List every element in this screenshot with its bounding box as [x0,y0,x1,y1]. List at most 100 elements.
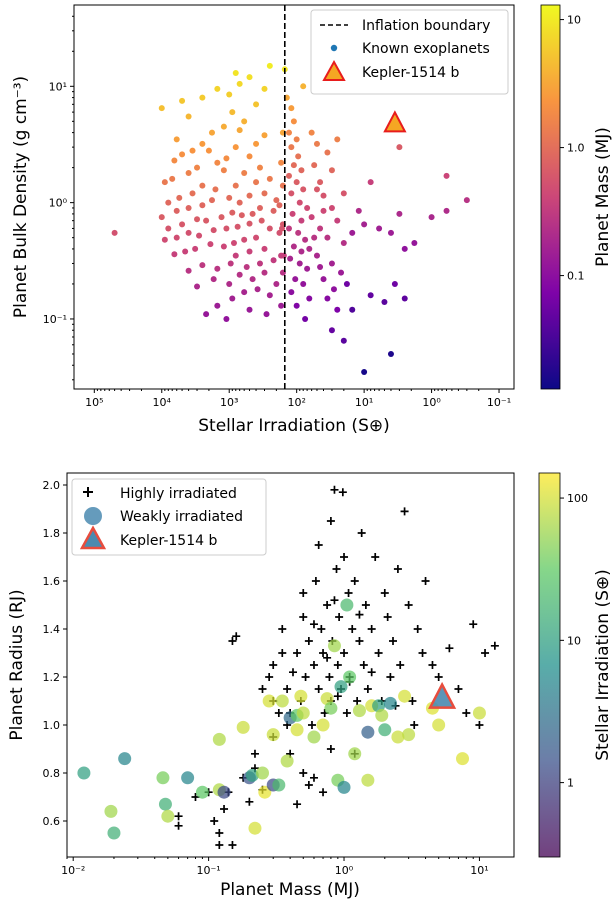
exoplanet-point [214,265,221,272]
exoplanet-point [278,302,285,309]
highly-irradiated-point [374,649,383,657]
exoplanet-point [232,182,239,189]
highly-irradiated-point [386,673,395,681]
exoplanet-point [328,167,335,174]
highly-irradiated-point [245,797,254,806]
weakly-irradiated-points [77,598,486,840]
irradiation-colorbar: 1 10 100 Stellar Irradiation (S⊕) [538,472,613,858]
exoplanet-point [185,113,192,120]
exoplanet-point [401,295,408,302]
highly-irradiated-point [323,653,332,662]
exoplanet-point [253,101,260,108]
highly-irradiated-point [353,697,362,705]
weakly-irradiated-point [334,680,348,694]
exoplanet-point [334,136,341,143]
highly-irradiated-point [357,529,366,537]
exoplanet-point [171,251,178,258]
exoplanet-point [355,207,362,214]
exoplanet-point [254,286,261,293]
highly-irradiated-point [323,601,332,609]
weakly-irradiated-point [258,785,272,799]
y-tick-label: 10⁻¹ [43,313,67,326]
weakly-irradiated-point [217,785,231,799]
exoplanet-point [246,220,253,227]
x-tick-label: 10⁰ [422,396,441,409]
exoplanet-point [261,85,268,92]
y-tick-label: 10¹ [49,80,67,93]
highly-irradiated-point [389,637,398,645]
weakly-irradiated-point [161,809,175,823]
weakly-irradiated-point [348,747,362,761]
kepler-1514b-marker [383,110,407,133]
highly-irradiated-point [304,781,313,789]
highly-irradiated-point [413,625,422,633]
exoplanet-point [288,105,295,112]
exoplanet-point [261,245,268,252]
x-tick-label: 10⁻¹ [196,864,220,877]
highly-irradiated-point [410,721,419,729]
highly-irradiated-point [340,553,349,561]
colorbar-tick-label: 1 [567,777,574,790]
highly-irradiated-point [490,641,499,650]
highly-irradiated-point [258,685,267,693]
exoplanet-point [443,172,450,179]
highly-irradiated-point [311,577,320,585]
exoplanet-point [203,311,210,318]
colorbar-gradient [538,472,561,858]
highly-irradiated-point [393,565,402,573]
exoplanet-point [238,212,245,219]
exoplanet-point [218,214,225,221]
exoplanet-point [246,192,253,199]
exoplanet-point [173,234,180,241]
exoplanet-point [185,169,192,176]
exoplanet-point [266,292,273,299]
weakly-irradiated-point [378,723,392,737]
exoplanet-point [207,241,214,248]
y-tick-label: 1.0 [43,719,61,732]
exoplanet-point [220,123,227,130]
highly-irradiated-point [344,589,353,597]
exoplanet-point [229,109,236,116]
exoplanet-point [387,350,394,357]
exoplanet-point [210,227,217,234]
highly-irradiated-point [333,692,342,701]
exoplanet-point [241,169,248,176]
exoplanet-point [304,204,311,211]
weakly-irradiated-point [432,718,446,732]
y-tick-label: 2.0 [43,479,61,492]
weakly-irradiated-point [248,821,262,835]
exoplanet-point [243,263,250,270]
exoplanet-point [234,223,241,230]
exoplanet-point [308,214,315,221]
exoplanet-point [182,248,189,255]
weakly-irradiated-point [327,639,341,653]
exoplanet-point [396,210,403,217]
legend-dot-marker [330,44,338,52]
density-vs-irradiation-plot: 10⁵ 10⁴ 10³ 10² 10¹ 10⁰ 10⁻¹ 10⁻¹ 10⁰ 10¹ [43,4,515,409]
colorbar-tick-label: 10 [567,634,581,647]
exoplanet-point [226,280,233,287]
exoplanet-point [223,225,230,232]
exoplanet-point [317,225,324,232]
exoplanet-point [285,225,292,232]
exoplanet-point [205,147,212,154]
exoplanet-point [266,175,273,182]
exoplanet-point [296,260,303,267]
highly-irradiated-point [265,673,274,681]
exoplanet-point [290,162,297,169]
plot-frame [73,4,515,390]
colorbar-tick-label: 0.1 [567,270,585,283]
exoplanet-point [232,70,239,77]
highly-irradiated-point [278,625,287,633]
weakly-irradiated-point [456,752,470,766]
y-axis-label: Planet Bulk Density (g cm⁻³) [11,76,31,318]
exoplanet-point [278,159,285,166]
colorbar-label: Planet Mass (MJ) [593,127,613,267]
highly-irradiated-point [367,625,376,633]
weakly-irradiated-point [275,694,289,708]
weakly-irradiated-point [296,706,310,720]
exoplanet-point [232,144,239,151]
highly-irradiated-point [220,805,229,813]
highly-irradiated-point [348,625,357,633]
exoplanet-point [214,302,221,309]
